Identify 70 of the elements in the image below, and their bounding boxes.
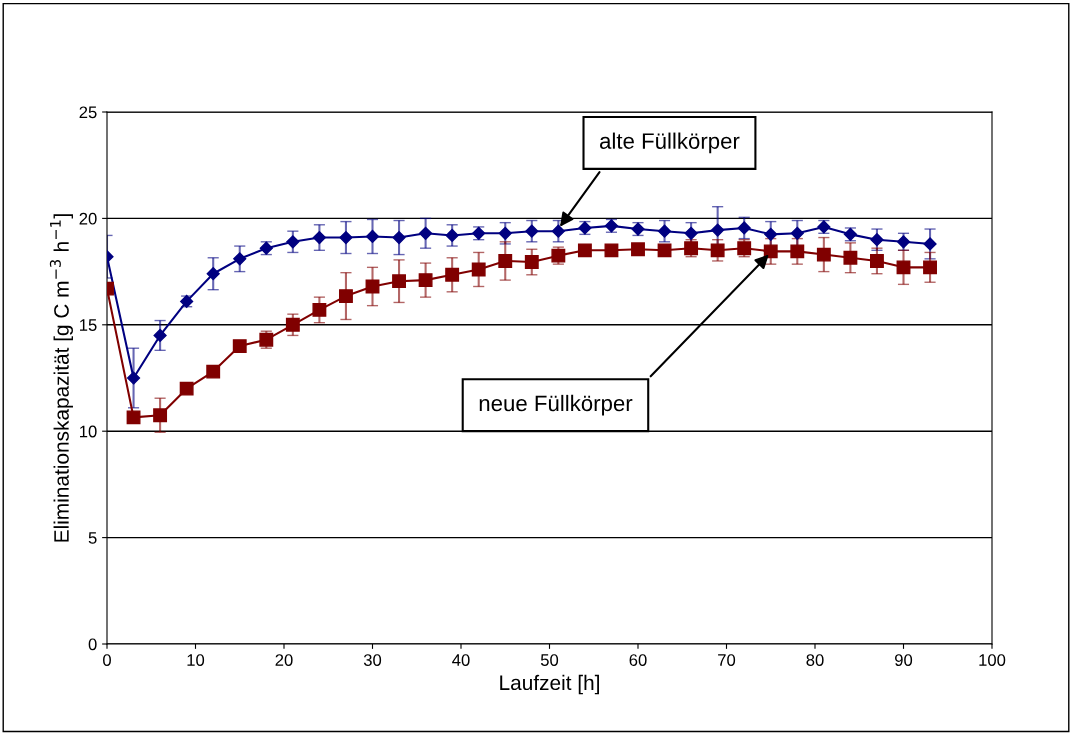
point [525, 224, 539, 238]
annotation: neue Füllkörper [479, 394, 633, 416]
point [870, 233, 884, 247]
y-tick-label: 20 [79, 212, 97, 225]
point [923, 260, 937, 275]
point [339, 289, 353, 304]
point [126, 410, 141, 425]
point [418, 273, 433, 288]
point [577, 243, 592, 258]
x-tick-label: 90 [895, 654, 913, 666]
point [684, 226, 698, 240]
point [392, 230, 406, 245]
point [923, 237, 937, 251]
point [498, 226, 512, 240]
y-tick-label: 15 [80, 319, 97, 331]
point [339, 230, 353, 245]
point [764, 227, 778, 241]
x-tick-label: 30 [363, 654, 382, 666]
point [790, 226, 804, 240]
point [153, 408, 168, 423]
point [737, 241, 752, 256]
point [206, 267, 220, 281]
x-tick-label: 10 [187, 654, 205, 666]
x-tick-label: 80 [806, 654, 824, 666]
point [312, 230, 326, 245]
y-axis-title: Eliminationskapazität [g C m$^{−3}$ h$^{−1}$] [49, 214, 73, 542]
x-tick-label: 70 [718, 654, 736, 666]
point [843, 250, 858, 265]
x-tick-label: 100 [979, 654, 1006, 666]
point [445, 228, 459, 243]
x-axis-title: Laufzeit [h] [500, 674, 599, 695]
point [870, 254, 884, 268]
point [631, 242, 645, 257]
y-tick-label: 0 [88, 638, 97, 651]
point [657, 224, 672, 238]
point [711, 223, 725, 237]
point [763, 244, 778, 259]
point [312, 302, 327, 317]
point [471, 262, 486, 277]
point [737, 221, 751, 235]
point [126, 371, 141, 385]
point [206, 364, 221, 379]
point [551, 224, 565, 238]
point [365, 229, 380, 244]
x-tick-label: 20 [275, 654, 293, 666]
point [896, 260, 911, 275]
point [524, 255, 539, 269]
y-tick-label: 5 [88, 532, 97, 544]
point [392, 274, 406, 289]
y-tick-label: 10 [80, 425, 97, 438]
point [790, 244, 805, 259]
x-tick-label: 60 [629, 654, 647, 666]
point [179, 381, 194, 396]
x-tick-label: 0 [103, 654, 111, 666]
point [232, 339, 247, 354]
point [153, 328, 167, 343]
point [657, 243, 672, 258]
point [445, 267, 460, 282]
point [710, 243, 725, 258]
y-tick-label: 25 [79, 106, 97, 119]
point [286, 235, 300, 249]
point [498, 254, 513, 268]
point [604, 243, 619, 258]
point [285, 317, 300, 332]
x-tick-label: 40 [452, 654, 470, 666]
annotation: alte Füllkörper [600, 132, 740, 154]
x-tick-label: 50 [540, 654, 559, 666]
point [233, 252, 247, 266]
point [816, 247, 831, 262]
point [419, 226, 433, 240]
